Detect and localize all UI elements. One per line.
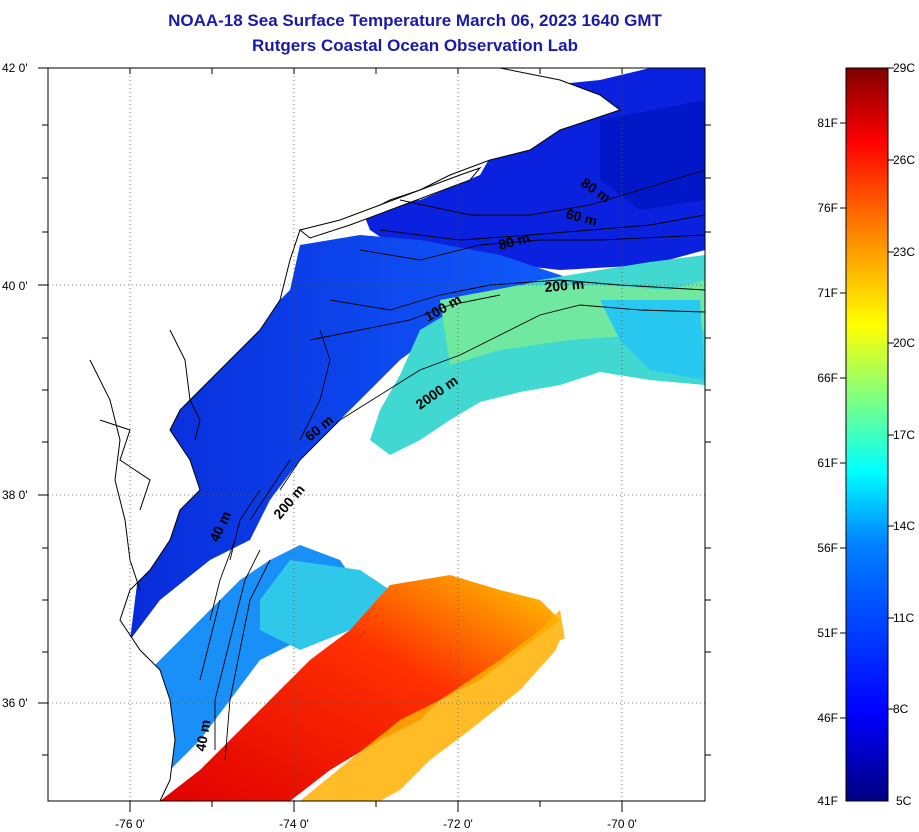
contour-label: 40 m [192,718,213,752]
fahrenheit-label: 66F [817,371,838,385]
celsius-label: 5C [896,794,912,808]
map-title: NOAA-18 Sea Surface Temperature March 06… [168,11,662,30]
celsius-label: 23C [893,245,915,259]
celsius-label: 11C [893,611,914,625]
land [48,68,622,801]
fahrenheit-label: 71F [817,286,838,300]
fahrenheit-label: 51F [817,626,838,640]
fahrenheit-label: 61F [817,456,838,470]
lat-label: 42 0' [2,61,28,75]
lon-label: -74 0' [279,817,309,831]
celsius-label: 29C [893,61,915,75]
longitude-labels: -76 0' -74 0' -72 0' -70 0' [115,817,637,831]
fahrenheit-label: 46F [817,711,838,725]
contour-label: 60 m [564,205,599,229]
fahrenheit-label: 41F [817,794,838,808]
colorbar: 81F 76F 71F 66F 61F 56F 51F 46F 41F 29C … [817,61,915,808]
fahrenheit-label: 76F [817,201,838,215]
lat-label: 38 0' [2,488,28,502]
celsius-label: 17C [893,428,915,442]
lon-label: -72 0' [443,817,473,831]
fahrenheit-label: 81F [817,116,838,130]
celsius-label: 8C [893,702,909,716]
fahrenheit-label: 56F [817,541,838,555]
lon-label: -76 0' [115,817,145,831]
celsius-label: 26C [893,153,915,167]
celsius-label: 20C [893,336,915,350]
lon-label: -70 0' [607,817,637,831]
tick-marks [38,67,711,812]
contour-label: 80 m [497,229,532,253]
graticule [48,68,705,801]
lat-label: 40 0' [2,279,28,293]
colorbar-scale [845,67,889,802]
lat-label: 36 0' [2,696,28,710]
latitude-labels: 42 0' 40 0' 38 0' 36 0' [2,61,28,710]
celsius-label: 14C [893,519,915,533]
map-subtitle: Rutgers Coastal Ocean Observation Lab [252,36,578,55]
